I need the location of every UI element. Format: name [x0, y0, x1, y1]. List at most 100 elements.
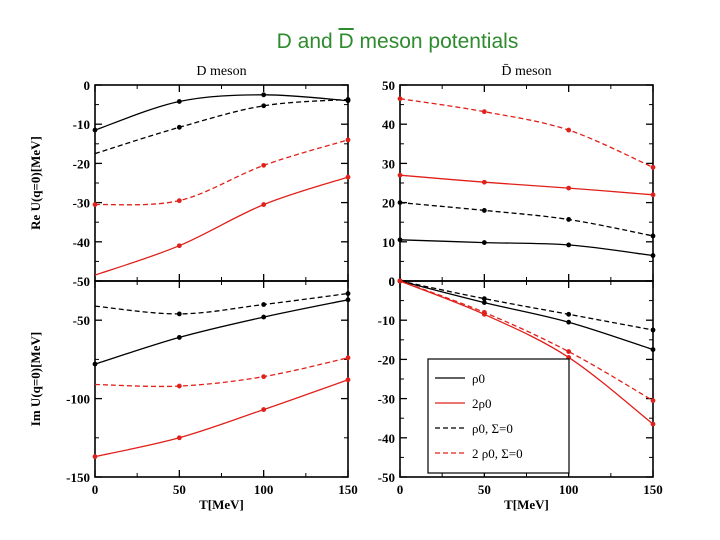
data-point	[92, 454, 98, 460]
series-line-2-0-0-dashed	[400, 98, 653, 168]
data-point	[345, 355, 351, 361]
data-point	[92, 127, 98, 133]
y-tick-label: 10	[382, 235, 395, 250]
y-tick-label: -10	[73, 117, 90, 132]
y-tick-label: 0	[389, 274, 396, 289]
series-line-2-0-solid	[95, 176, 348, 276]
data-point	[345, 291, 351, 296]
y-tick-label: 0	[389, 274, 396, 289]
data-point	[650, 164, 656, 170]
series-line-2-0-0-dashed	[95, 357, 348, 388]
data-point	[176, 243, 182, 249]
slide-title-prefix: D and	[276, 30, 339, 53]
y-tick-label: -50	[378, 470, 395, 485]
y-tick-label: 30	[382, 156, 395, 171]
panel-title: D̄ meson	[501, 63, 551, 79]
x-tick-label: 50	[173, 482, 186, 497]
x-axis-label: T[MeV]	[199, 497, 244, 512]
legend-label: 2 ρ0, Σ=0	[472, 446, 523, 461]
data-point	[176, 124, 182, 130]
data-point	[176, 435, 182, 441]
x-tick-label: 150	[338, 482, 358, 497]
data-point	[397, 200, 403, 206]
legend-label: 2ρ0	[472, 396, 492, 411]
data-point	[92, 361, 98, 367]
plot-frame	[399, 84, 654, 282]
data-point	[481, 208, 487, 213]
slide-title-bar-letter: D	[338, 30, 354, 53]
y-axis-label: Im U(q=0)[MeV]	[28, 332, 43, 426]
data-point	[176, 99, 182, 104]
x-tick-label: 100	[559, 482, 579, 497]
data-point	[481, 296, 487, 302]
series-line-0-solid	[95, 94, 348, 131]
data-point	[261, 103, 267, 109]
data-point	[176, 198, 182, 204]
data-point	[650, 233, 656, 239]
data-point	[261, 374, 267, 380]
data-point	[345, 137, 351, 143]
series-line-0-0-dashed	[95, 98, 348, 155]
data-point	[481, 109, 487, 115]
data-point	[566, 127, 572, 133]
x-axis-label: T[MeV]	[504, 497, 549, 512]
y-tick-label: 40	[382, 117, 395, 132]
series-line-0-solid	[95, 299, 348, 365]
data-point	[261, 162, 267, 168]
data-point	[261, 302, 267, 307]
data-point	[566, 319, 572, 325]
y-tick-label: -10	[378, 313, 395, 328]
data-point	[566, 242, 572, 248]
data-point	[566, 217, 572, 222]
data-point	[345, 377, 351, 383]
legend-label: ρ0, Σ=0	[472, 421, 513, 436]
data-point	[397, 96, 403, 102]
data-point	[261, 202, 267, 207]
series-line-0-solid	[400, 281, 653, 351]
y-tick-label: -20	[73, 156, 90, 171]
series-line-2-0-0-dashed	[400, 281, 653, 402]
series-line-2-0-solid	[400, 174, 653, 196]
data-point	[397, 172, 403, 178]
plot-frame	[94, 280, 349, 478]
series-line-2-0-0-dashed	[95, 139, 348, 206]
data-point	[481, 179, 487, 185]
panel-re-dbar: 0 10 20 30 40 50 D̄ meson	[382, 63, 656, 289]
y-tick-label: -100	[66, 392, 90, 407]
y-tick-label: -40	[378, 431, 395, 446]
y-tick-label: -50	[73, 274, 90, 289]
y-tick-label: 0	[84, 78, 91, 93]
legend-label: ρ0	[472, 371, 485, 386]
x-tick-label: 0	[92, 482, 99, 497]
y-tick-label: -30	[73, 196, 90, 211]
x-tick-label: 100	[254, 482, 274, 497]
data-point	[650, 398, 656, 403]
y-axis-label: Re U(q=0)[MeV]	[28, 136, 43, 230]
data-point	[481, 300, 487, 305]
series-line-0-solid	[400, 239, 653, 257]
y-tick-label: 50	[382, 78, 395, 93]
data-point	[650, 327, 656, 333]
data-point	[345, 97, 351, 102]
y-tick-label: -20	[378, 352, 395, 367]
slide-title: D and D meson potentials	[0, 30, 720, 54]
panel-re-d: 0 -10 -20 -30 -40 -50 D meson Re U(q=0)[MeV]	[28, 64, 351, 289]
data-point	[481, 240, 487, 245]
x-tick-label: 0	[397, 482, 404, 497]
y-tick-label: 20	[382, 196, 395, 211]
data-point	[650, 421, 656, 427]
data-point	[261, 92, 267, 98]
data-point	[92, 202, 98, 207]
data-point	[650, 192, 656, 198]
data-point	[176, 383, 182, 389]
x-tick-label: 150	[643, 482, 663, 497]
series-line-0-0-dashed	[95, 292, 348, 315]
y-tick-label: -40	[73, 235, 90, 250]
data-point	[345, 297, 351, 303]
plot-frame	[94, 84, 349, 282]
series-line-0-0-dashed	[400, 201, 653, 237]
data-point	[566, 311, 572, 317]
data-point	[345, 174, 351, 180]
data-point	[261, 314, 267, 320]
